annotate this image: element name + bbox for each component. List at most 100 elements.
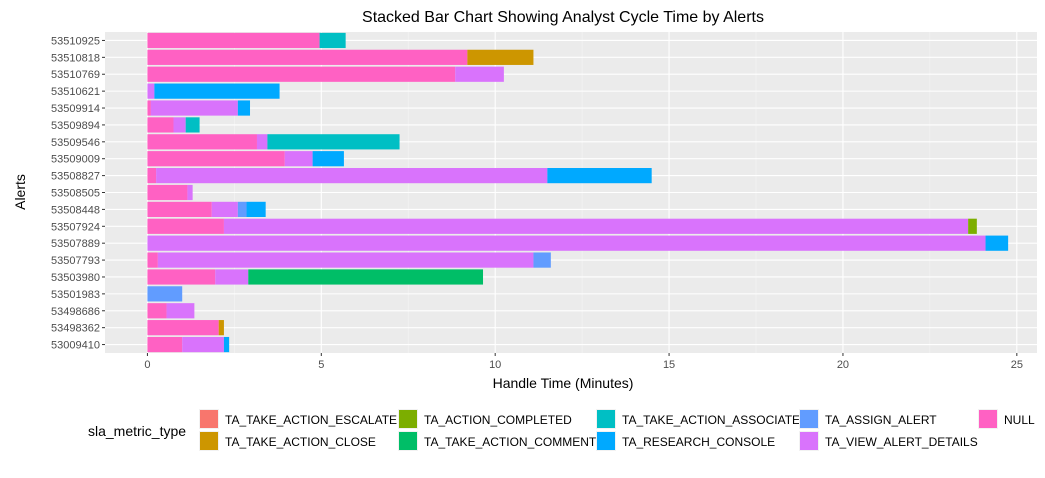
legend-label: TA_ACTION_COMPLETED bbox=[424, 413, 572, 427]
legend-label: TA_RESEARCH_CONSOLE bbox=[622, 435, 775, 449]
y-tick-label: 53510621 bbox=[51, 86, 100, 98]
legend-swatch bbox=[979, 410, 997, 428]
bar-segment bbox=[156, 168, 548, 184]
bar-segment bbox=[147, 117, 174, 133]
x-tick-label: 25 bbox=[1011, 359, 1023, 371]
bar-segment bbox=[467, 49, 534, 65]
y-axis-title: Alerts bbox=[12, 174, 28, 210]
y-tick-label: 53501983 bbox=[51, 289, 100, 301]
bar-segment bbox=[147, 235, 986, 251]
x-axis-title: Handle Time (Minutes) bbox=[493, 375, 634, 391]
bar-segment bbox=[256, 134, 268, 150]
y-tick-label: 53509009 bbox=[51, 154, 100, 166]
bar-segment bbox=[173, 117, 186, 133]
bar-segment bbox=[147, 303, 167, 319]
legend-label: TA_ASSIGN_ALERT bbox=[825, 413, 937, 427]
bar-segment bbox=[237, 201, 247, 217]
bar-segment bbox=[147, 151, 285, 167]
bars-group bbox=[147, 32, 1009, 353]
bar-segment bbox=[157, 252, 534, 268]
x-tick-label: 15 bbox=[663, 359, 675, 371]
bar-segment bbox=[154, 83, 280, 99]
bar-segment bbox=[147, 83, 155, 99]
bar-segment bbox=[147, 269, 216, 285]
bar-segment bbox=[237, 100, 251, 116]
x-tick-label: 0 bbox=[144, 359, 150, 371]
bar-segment bbox=[185, 117, 200, 133]
legend-title: sla_metric_type bbox=[88, 423, 186, 439]
x-tick-label: 5 bbox=[318, 359, 324, 371]
bar-segment bbox=[147, 49, 468, 65]
bar-segment bbox=[147, 184, 188, 201]
legend-label: TA_TAKE_ACTION_ESCALATE bbox=[225, 413, 397, 427]
bar-segment bbox=[147, 336, 183, 353]
bar-segment bbox=[267, 134, 400, 150]
y-tick-label: 53508505 bbox=[51, 188, 100, 200]
y-tick-label: 53508827 bbox=[51, 171, 100, 183]
bar-segment bbox=[284, 151, 313, 167]
bar-segment bbox=[147, 100, 151, 116]
bar-segment bbox=[211, 201, 238, 217]
y-tick-label: 53009410 bbox=[51, 340, 100, 352]
bar-segment bbox=[547, 168, 652, 184]
bar-segment bbox=[223, 336, 230, 353]
bar-segment bbox=[248, 269, 484, 285]
y-tick-label: 53509546 bbox=[51, 137, 100, 149]
bar-segment bbox=[985, 235, 1009, 251]
bar-segment bbox=[218, 320, 224, 336]
bar-segment bbox=[187, 184, 193, 201]
bar-segment bbox=[319, 32, 346, 49]
bar-segment bbox=[147, 32, 320, 49]
bar-segment bbox=[147, 320, 219, 336]
bar-segment bbox=[147, 286, 183, 302]
y-tick-label: 53508448 bbox=[51, 204, 100, 216]
y-tick-label: 53510925 bbox=[51, 35, 100, 47]
bar-segment bbox=[166, 303, 195, 319]
y-tick-label: 53507889 bbox=[51, 238, 100, 250]
legend-swatch bbox=[597, 432, 615, 450]
legend-label: TA_TAKE_ACTION_ASSOCIATE bbox=[622, 413, 800, 427]
x-axis-ticks: 0 5 10 15 20 25 bbox=[144, 353, 1023, 371]
legend-swatch bbox=[800, 432, 818, 450]
y-tick-label: 53510769 bbox=[51, 69, 100, 81]
y-tick-label: 53498362 bbox=[51, 323, 100, 335]
bar-segment bbox=[223, 218, 969, 234]
bar-segment bbox=[150, 100, 238, 116]
x-tick-label: 10 bbox=[489, 359, 501, 371]
bar-segment bbox=[182, 336, 224, 353]
legend-swatch bbox=[200, 432, 218, 450]
legend-label: TA_TAKE_ACTION_CLOSE bbox=[225, 435, 376, 449]
legend-label: TA_TAKE_ACTION_COMMENT bbox=[424, 435, 597, 449]
legend-label: TA_VIEW_ALERT_DETAILS bbox=[825, 435, 978, 449]
bar-segment bbox=[147, 134, 257, 150]
chart-title: Stacked Bar Chart Showing Analyst Cycle … bbox=[362, 9, 764, 26]
y-tick-label: 53507793 bbox=[51, 255, 100, 267]
bar-segment bbox=[215, 269, 249, 285]
bar-segment bbox=[147, 252, 158, 268]
bar-segment bbox=[147, 218, 224, 234]
y-tick-label: 53509914 bbox=[51, 103, 100, 115]
bar-segment bbox=[968, 218, 977, 234]
y-tick-label: 53498686 bbox=[51, 306, 100, 318]
bar-segment bbox=[147, 66, 456, 82]
y-tick-label: 53509894 bbox=[51, 120, 100, 132]
legend: TA_TAKE_ACTION_ESCALATE TA_TAKE_ACTION_CL… bbox=[199, 409, 1035, 451]
y-tick-label: 53503980 bbox=[51, 272, 100, 284]
legend-label: NULL bbox=[1004, 413, 1035, 427]
y-tick-label: 53507924 bbox=[51, 221, 100, 233]
legend-swatch bbox=[399, 410, 417, 428]
legend-swatch bbox=[597, 410, 615, 428]
y-axis-ticks: 53510925 53510818 53510769 53510621 53509914… bbox=[51, 35, 105, 352]
y-tick-label: 53510818 bbox=[51, 52, 100, 64]
bar-segment bbox=[147, 168, 157, 184]
x-tick-label: 20 bbox=[837, 359, 849, 371]
legend-swatch bbox=[399, 432, 417, 450]
bar-segment bbox=[147, 201, 212, 217]
bar-segment bbox=[246, 201, 266, 217]
bar-segment bbox=[533, 252, 551, 268]
bar-segment bbox=[455, 66, 504, 82]
bar-segment bbox=[312, 151, 344, 167]
legend-swatch bbox=[200, 410, 218, 428]
legend-swatch bbox=[800, 410, 818, 428]
